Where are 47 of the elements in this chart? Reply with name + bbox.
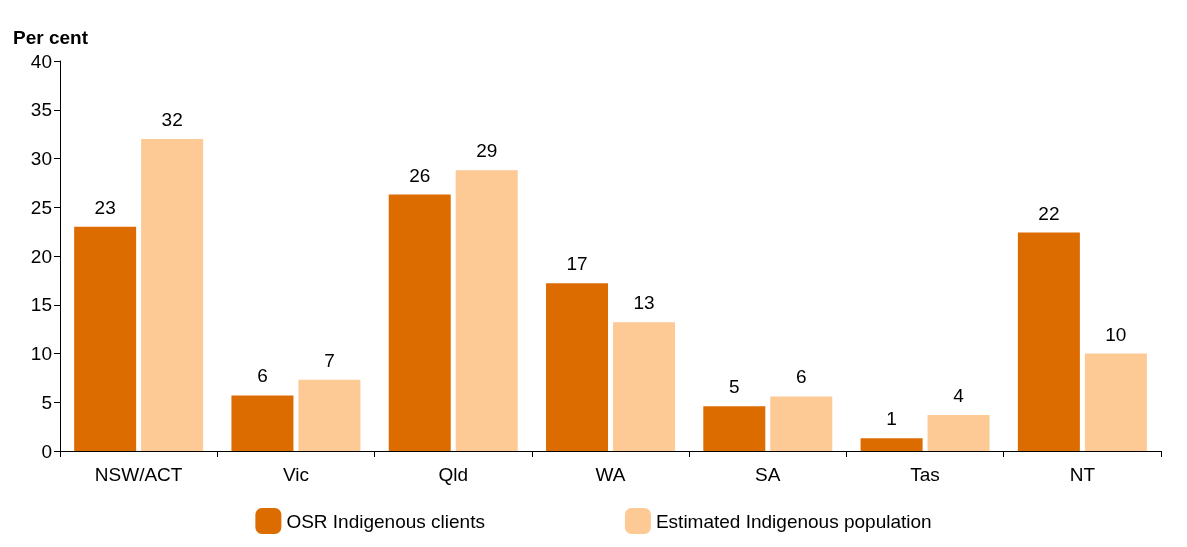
- x-tick-label: Vic: [282, 464, 309, 485]
- bar: [1017, 232, 1080, 451]
- data-label: 10: [1105, 323, 1127, 345]
- y-tick-label: 20: [30, 245, 52, 267]
- data-label: 6: [795, 366, 807, 388]
- y-tick-label: 10: [30, 343, 52, 364]
- y-tick-label: 15: [30, 294, 52, 316]
- bar: [231, 395, 294, 451]
- bar: [1084, 353, 1147, 451]
- y-tick-label: 30: [30, 148, 52, 169]
- data-label: 23: [94, 196, 116, 218]
- bar: [388, 194, 451, 451]
- bar: [612, 322, 675, 451]
- bar: [770, 396, 833, 451]
- legend-label: OSR Indigenous clients: [286, 510, 485, 532]
- x-tick-label: NT: [1069, 464, 1096, 485]
- data-label: 4: [953, 384, 965, 406]
- bar: [298, 379, 361, 451]
- y-axis-title: Per cent: [13, 27, 89, 48]
- data-label: 7: [324, 349, 335, 371]
- y-tick-label: 40: [30, 50, 52, 72]
- bar: [141, 139, 204, 451]
- bar: [455, 170, 518, 451]
- x-tick-label: Tas: [910, 464, 940, 485]
- bar: [546, 283, 609, 451]
- data-label: 29: [476, 140, 498, 162]
- x-tick-label: Qld: [438, 464, 468, 485]
- legend-label: Estimated Indigenous population: [655, 510, 932, 532]
- bar: [703, 406, 766, 451]
- bar: [860, 438, 923, 451]
- data-label: 13: [633, 292, 655, 314]
- y-tick-label: 0: [41, 440, 52, 462]
- x-tick-label: SA: [755, 464, 781, 485]
- y-tick-label: 35: [30, 99, 52, 121]
- data-label: 26: [409, 164, 431, 186]
- data-label: 17: [566, 253, 588, 275]
- data-label: 6: [257, 365, 268, 387]
- data-label: 32: [161, 109, 183, 130]
- y-tick-label: 25: [30, 196, 52, 218]
- data-label: 5: [729, 376, 740, 398]
- x-tick-label: NSW/ACT: [94, 464, 183, 485]
- data-label: 22: [1038, 202, 1060, 224]
- bar: [927, 414, 990, 451]
- bar: [74, 226, 137, 451]
- y-tick-label: 5: [41, 391, 52, 413]
- x-tick-label: WA: [595, 464, 626, 485]
- data-label: 1: [886, 408, 897, 430]
